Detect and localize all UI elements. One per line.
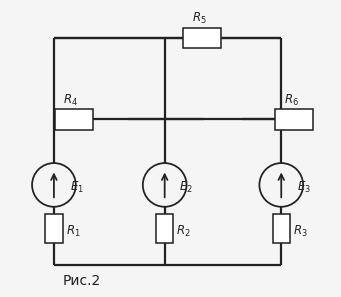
Text: $R_5$: $R_5$ (192, 11, 206, 26)
Bar (45, 214, 63, 243)
Text: $R_2$: $R_2$ (176, 224, 191, 239)
Text: $R_3$: $R_3$ (293, 224, 308, 239)
Text: $R_1$: $R_1$ (65, 224, 80, 239)
Text: $E_3$: $E_3$ (297, 180, 311, 195)
Text: $E_1$: $E_1$ (70, 180, 84, 195)
Bar (276, 109, 313, 129)
Bar (272, 214, 290, 243)
Bar (156, 214, 174, 243)
Text: $R_6$: $R_6$ (284, 93, 299, 108)
Text: $R_4$: $R_4$ (63, 93, 78, 108)
Text: $E_2$: $E_2$ (179, 180, 193, 195)
Bar (55, 109, 93, 129)
Bar (183, 28, 221, 48)
Text: Рис.2: Рис.2 (63, 274, 101, 288)
